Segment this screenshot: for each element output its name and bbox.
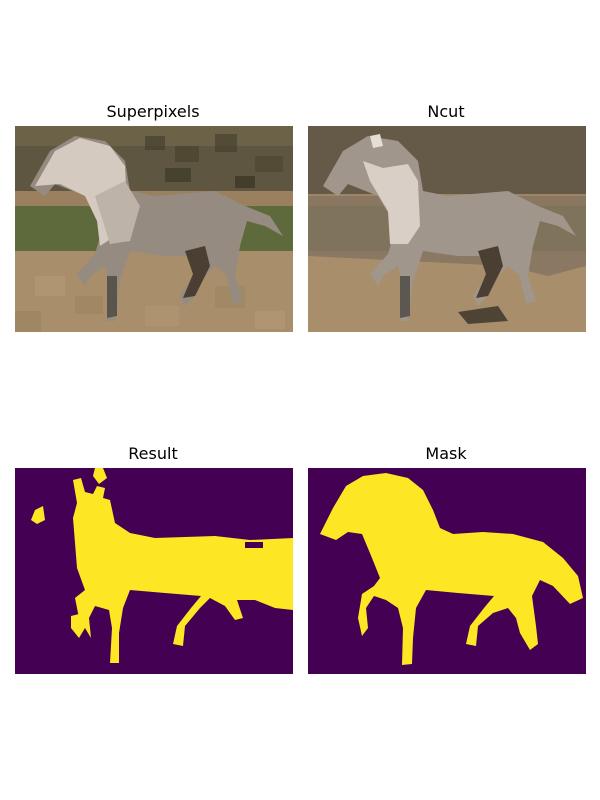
panel-title-result: Result [128, 444, 178, 463]
ncut-image [308, 126, 586, 332]
result-mask [15, 468, 293, 674]
panel-title-mask: Mask [425, 444, 467, 463]
ground-truth-mask [308, 468, 586, 674]
panel-title-ncut: Ncut [427, 102, 465, 121]
superpixels-image [15, 126, 293, 332]
panel-title-superpixels: Superpixels [106, 102, 200, 121]
